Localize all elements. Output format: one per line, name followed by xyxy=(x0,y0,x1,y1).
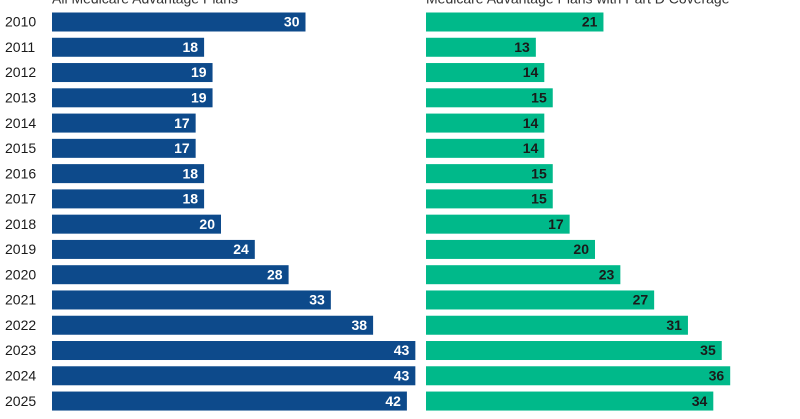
bar xyxy=(426,88,553,108)
y-tick-label: 2010 xyxy=(5,14,36,30)
bar xyxy=(426,265,621,285)
y-tick-label: 2025 xyxy=(5,393,36,409)
data-label: 43 xyxy=(394,342,410,358)
y-tick-label: 2016 xyxy=(5,165,36,181)
bar xyxy=(52,290,331,310)
bar xyxy=(52,138,196,158)
data-label: 17 xyxy=(548,216,564,232)
data-label: 24 xyxy=(233,241,249,257)
panel-title: All Medicare Advantage Plans xyxy=(52,0,238,7)
bar xyxy=(52,391,407,411)
data-label: 23 xyxy=(599,266,615,282)
y-tick-label: 2024 xyxy=(5,367,36,383)
data-label: 19 xyxy=(191,90,207,106)
data-label: 43 xyxy=(394,367,410,383)
bar xyxy=(426,366,731,386)
bar xyxy=(52,366,416,386)
bar xyxy=(426,189,553,209)
y-tick-label: 2012 xyxy=(5,64,36,80)
bar xyxy=(426,214,570,234)
y-tick-label: 2011 xyxy=(5,39,35,55)
data-label: 35 xyxy=(700,342,716,358)
bar xyxy=(426,113,545,133)
y-tick-label: 2018 xyxy=(5,216,36,232)
data-label: 30 xyxy=(284,14,300,30)
data-label: 14 xyxy=(523,140,539,156)
bar xyxy=(426,164,553,184)
data-label: 38 xyxy=(352,317,368,333)
y-tick-label: 2015 xyxy=(5,140,36,156)
y-tick-label: 2020 xyxy=(5,266,36,282)
panel-title: Medicare Advantage Plans with Part D Cov… xyxy=(426,0,730,7)
bar xyxy=(426,239,595,259)
bar xyxy=(426,12,604,32)
bar xyxy=(426,341,722,361)
data-label: 14 xyxy=(523,115,539,131)
bar xyxy=(52,189,205,209)
y-tick-label: 2013 xyxy=(5,90,36,106)
data-label: 18 xyxy=(183,39,199,55)
y-tick-label: 2021 xyxy=(5,292,36,308)
data-label: 19 xyxy=(191,64,207,80)
bar xyxy=(426,63,545,83)
bar xyxy=(426,315,688,335)
data-label: 33 xyxy=(309,292,325,308)
bar xyxy=(52,239,255,259)
data-label: 15 xyxy=(531,191,547,207)
bar xyxy=(426,391,714,411)
y-tick-label: 2022 xyxy=(5,317,36,333)
data-label: 20 xyxy=(573,241,589,257)
y-tick-label: 2019 xyxy=(5,241,36,257)
data-label: 18 xyxy=(183,191,199,207)
data-label: 20 xyxy=(199,216,215,232)
data-label: 17 xyxy=(174,115,190,131)
bar xyxy=(52,265,289,285)
data-label: 34 xyxy=(692,393,708,409)
bar xyxy=(52,63,213,83)
bar xyxy=(52,12,306,32)
data-label: 14 xyxy=(523,64,539,80)
bar xyxy=(52,37,205,57)
bar xyxy=(426,138,545,158)
data-label: 28 xyxy=(267,266,283,282)
data-label: 21 xyxy=(582,14,598,30)
y-tick-label: 2023 xyxy=(5,342,36,358)
bar xyxy=(52,88,213,108)
bar xyxy=(52,214,221,234)
bar xyxy=(52,164,205,184)
y-tick-label: 2017 xyxy=(5,191,36,207)
data-label: 15 xyxy=(531,165,547,181)
bar xyxy=(426,290,655,310)
bar xyxy=(52,341,416,361)
bar xyxy=(426,37,536,57)
data-label: 36 xyxy=(709,367,725,383)
data-label: 27 xyxy=(633,292,649,308)
data-label: 42 xyxy=(385,393,401,409)
data-label: 17 xyxy=(174,140,190,156)
data-label: 18 xyxy=(183,165,199,181)
bar xyxy=(52,315,374,335)
data-label: 13 xyxy=(514,39,530,55)
bar xyxy=(52,113,196,133)
y-tick-label: 2014 xyxy=(5,115,36,131)
data-label: 31 xyxy=(666,317,682,333)
data-label: 15 xyxy=(531,90,547,106)
